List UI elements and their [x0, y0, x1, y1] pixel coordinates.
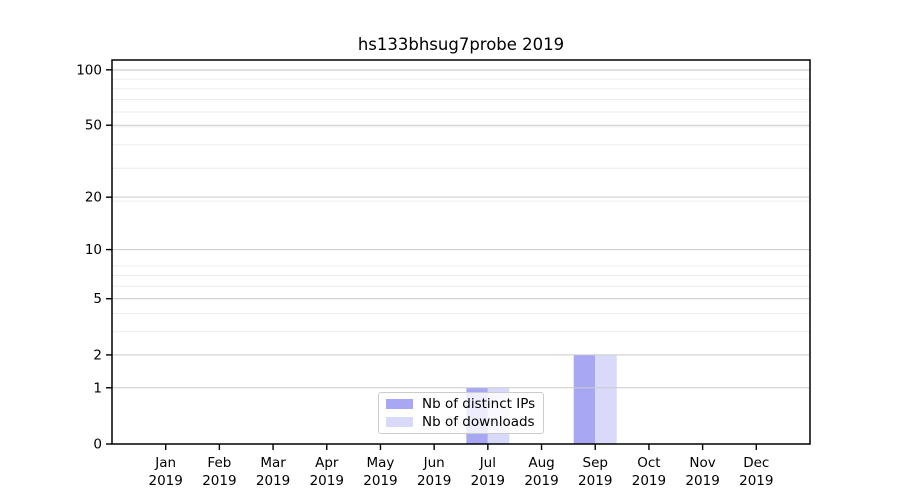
legend-swatch-distinct-ips — [386, 399, 413, 409]
x-tick-label-month: Sep — [583, 455, 608, 471]
x-tick-label-month: Feb — [207, 455, 231, 471]
chart-title: hs133bhsug7probe 2019 — [357, 35, 565, 54]
legend-swatch-downloads — [386, 417, 413, 427]
x-tick-label-month: Nov — [689, 455, 715, 471]
x-tick-label-month: Dec — [743, 455, 769, 471]
x-tick-label-month: Mar — [260, 455, 286, 471]
x-tick-label-month: Jun — [423, 455, 445, 471]
x-tick-label-year: 2019 — [632, 473, 666, 489]
bar-distinct-ips-sep — [573, 354, 596, 444]
x-tick-label-month: May — [367, 455, 395, 471]
x-tick-label-month: Aug — [528, 455, 554, 471]
y-tick-label: 50 — [85, 118, 102, 134]
x-tick-label-year: 2019 — [202, 473, 236, 489]
x-tick-label-month: Jul — [479, 455, 496, 471]
y-tick-label: 2 — [93, 347, 102, 363]
legend-item-distinct-ips: Nb of distinct IPs — [386, 396, 543, 412]
x-tick-label-year: 2019 — [685, 473, 719, 489]
legend-label-distinct-ips: Nb of distinct IPs — [422, 396, 536, 412]
axes-spines — [111, 59, 811, 445]
x-tick-label-year: 2019 — [149, 473, 183, 489]
x-tick-label-year: 2019 — [739, 473, 773, 489]
y-tick-label: 5 — [93, 291, 102, 307]
x-tick-label-year: 2019 — [256, 473, 290, 489]
legend-item-downloads: Nb of downloads — [386, 414, 543, 430]
y-tick-label: 100 — [76, 62, 102, 78]
x-tick-label-month: Apr — [315, 455, 339, 471]
y-tick-label: 1 — [93, 380, 102, 396]
x-tick-label-month: Oct — [637, 455, 660, 471]
x-tick-label-year: 2019 — [524, 473, 558, 489]
legend: Nb of distinct IPs Nb of downloads — [378, 392, 544, 434]
legend-label-downloads: Nb of downloads — [422, 414, 535, 430]
y-tick-label: 20 — [85, 190, 102, 206]
bar-downloads-sep — [595, 354, 617, 444]
x-tick-label-month: Jan — [154, 455, 176, 471]
x-tick-label-year: 2019 — [310, 473, 344, 489]
x-tick-label-year: 2019 — [363, 473, 397, 489]
x-tick-label-year: 2019 — [471, 473, 505, 489]
x-tick-label-year: 2019 — [578, 473, 612, 489]
x-tick-label-year: 2019 — [417, 473, 451, 489]
y-tick-label: 10 — [85, 242, 102, 258]
y-tick-label: 0 — [93, 437, 102, 453]
